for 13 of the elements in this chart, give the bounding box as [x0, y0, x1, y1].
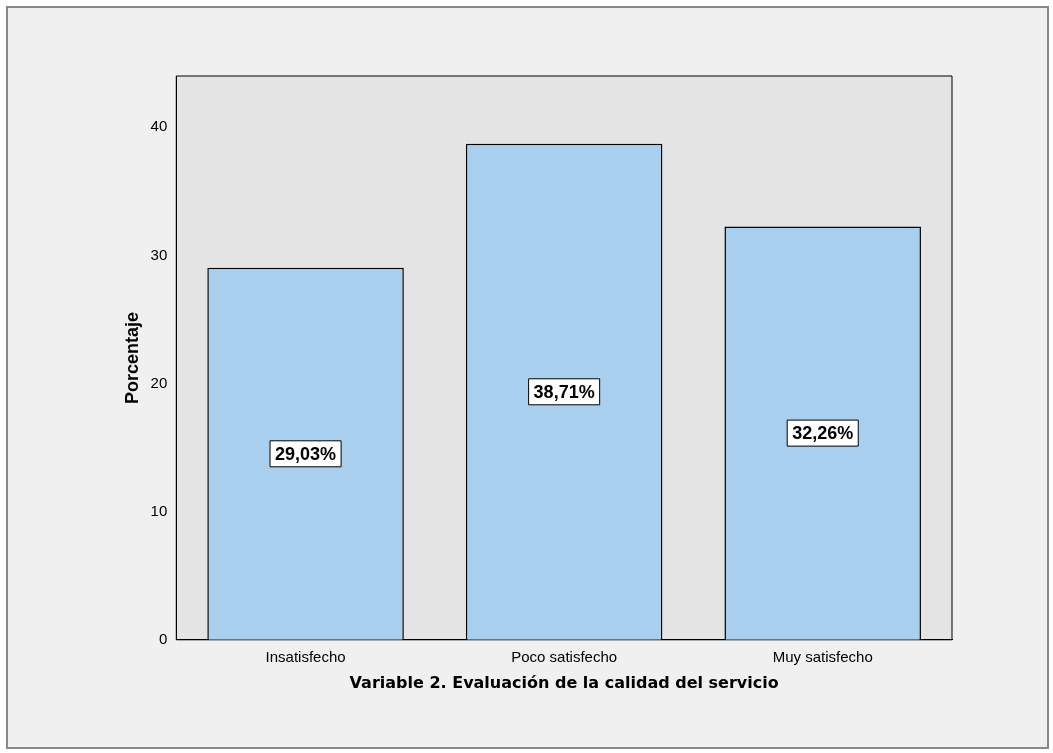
y-tick-label: 30: [150, 245, 168, 263]
x-tick-label: Poco satisfecho: [511, 647, 618, 665]
data-label: 29,03%: [275, 443, 337, 464]
data-label: 38,71%: [533, 381, 595, 402]
y-tick-label: 0: [158, 629, 168, 647]
y-tick-label: 40: [150, 117, 168, 135]
x-tick-label: Insatisfecho: [265, 647, 346, 665]
x-tick-label: Muy satisfecho: [772, 647, 873, 665]
y-axis-title: Porcentaje: [121, 311, 142, 404]
y-tick-label: 10: [150, 501, 168, 519]
data-label: 32,26%: [792, 423, 854, 444]
y-tick-label: 20: [150, 373, 168, 391]
x-axis-title: Variable 2. Evaluación de la calidad del servicio: [349, 672, 779, 692]
